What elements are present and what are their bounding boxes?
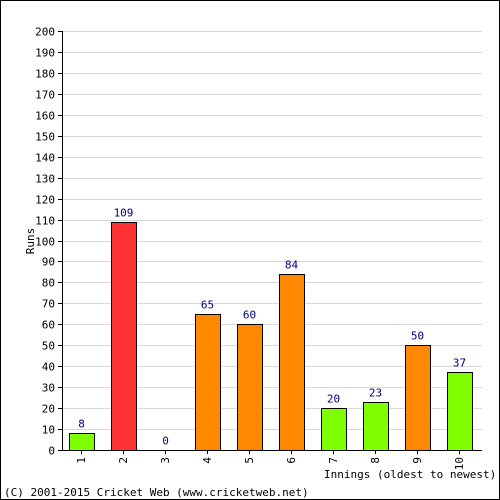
data-labels: 8 109 0 65 60 84 20 23 50 37 <box>78 207 466 448</box>
x-tick-label: 1 <box>75 457 88 464</box>
y-tick-label: 0 <box>48 445 55 458</box>
bar <box>279 274 305 451</box>
y-tick-label: 200 <box>35 26 55 39</box>
y-axis-title: Runs <box>24 228 37 255</box>
y-tick-label: 140 <box>35 152 55 165</box>
y-tick-label: 10 <box>42 424 55 437</box>
y-tick-label: 60 <box>42 319 55 332</box>
bar-value-label: 23 <box>369 387 382 400</box>
y-tick-label: 80 <box>42 277 55 290</box>
bar-value-label: 60 <box>243 309 256 322</box>
y-tick-label: 120 <box>35 194 55 207</box>
bar-value-label: 65 <box>201 299 214 312</box>
x-tick-label: 5 <box>243 457 256 464</box>
bar <box>447 372 473 451</box>
bar <box>111 222 137 451</box>
y-tick-label: 130 <box>35 173 55 186</box>
y-tick-label: 50 <box>42 340 55 353</box>
y-tick-label: 180 <box>35 68 55 81</box>
bar <box>69 433 95 451</box>
x-axis-title: Innings (oldest to newest) <box>324 468 496 481</box>
x-tick-label: 2 <box>117 457 130 464</box>
bar-value-label: 0 <box>162 435 169 448</box>
y-tick-label: 160 <box>35 110 55 123</box>
bar <box>321 408 347 451</box>
x-tick-label: 3 <box>159 457 172 464</box>
bar-value-label: 84 <box>285 259 299 272</box>
bar <box>237 324 263 451</box>
y-tick-label: 30 <box>42 382 55 395</box>
copyright-footer: (C) 2001-2015 Cricket Web (www.cricketwe… <box>4 486 309 499</box>
bar <box>195 314 221 451</box>
y-tick-label: 90 <box>42 256 55 269</box>
bar-value-label: 37 <box>453 357 466 370</box>
y-tick-label: 190 <box>35 47 55 60</box>
bar <box>405 345 431 451</box>
bars <box>69 222 473 451</box>
x-tick-label: 7 <box>327 457 340 464</box>
axes <box>58 31 482 454</box>
x-tick-label: 9 <box>411 457 424 464</box>
y-tick-label: 40 <box>42 361 55 374</box>
y-tick-label: 150 <box>35 131 55 144</box>
x-tick-labels: 1 2 3 4 5 6 7 8 9 10 <box>75 457 466 471</box>
y-tick-labels: 0 10 20 30 40 50 60 70 80 90 100 110 120 130 140 150 160… <box>35 26 55 458</box>
bar-value-label: 20 <box>327 393 340 406</box>
y-tick-label: 20 <box>42 403 55 416</box>
y-tick-label: 70 <box>42 298 55 311</box>
y-tick-label: 170 <box>35 89 55 102</box>
x-tick-label: 6 <box>285 457 298 464</box>
bar-value-label: 109 <box>114 207 134 220</box>
y-tick-label: 110 <box>35 215 55 228</box>
x-tick-label: 8 <box>369 457 382 464</box>
x-tick-label: 4 <box>201 457 214 464</box>
bar <box>363 402 389 451</box>
bar-value-label: 50 <box>411 330 424 343</box>
x-tick-label: 10 <box>453 457 466 470</box>
bar-value-label: 8 <box>78 418 85 431</box>
y-tick-label: 100 <box>35 236 55 249</box>
